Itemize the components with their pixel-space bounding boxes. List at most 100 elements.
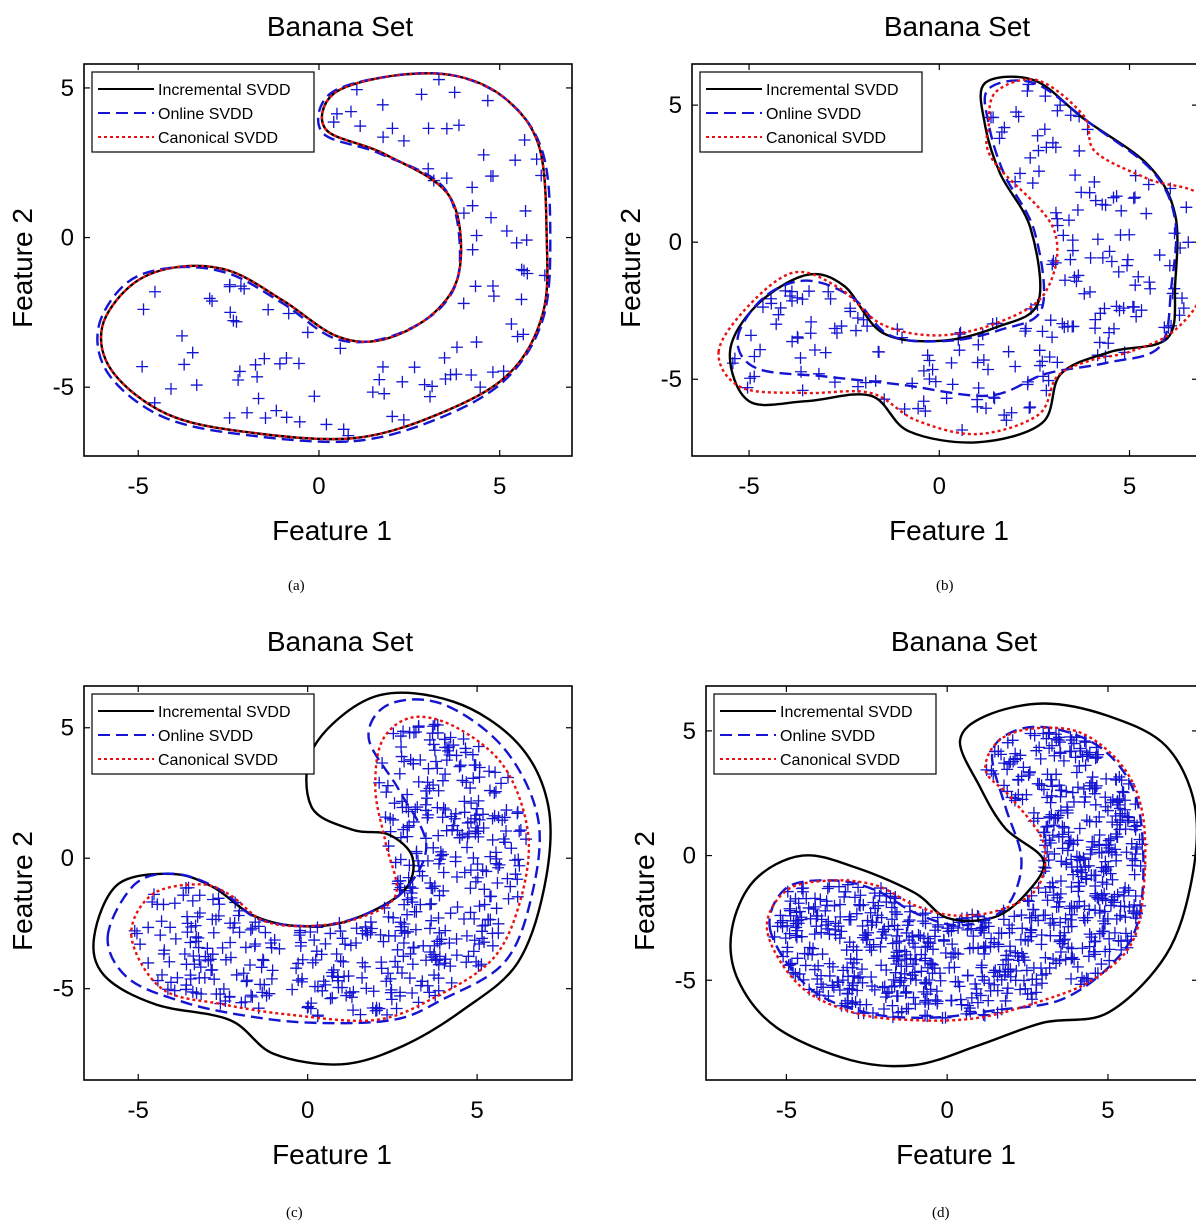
- data-point: [486, 812, 499, 825]
- data-point: [984, 940, 997, 953]
- data-point: [391, 961, 404, 974]
- data-point: [1089, 322, 1102, 335]
- data-point: [954, 993, 967, 1006]
- data-point: [439, 803, 452, 816]
- data-point: [1073, 144, 1086, 157]
- data-point: [1115, 204, 1128, 217]
- data-point: [444, 731, 457, 744]
- chart-panel-b: Banana Set Feature 1 Feature 2 -5 0 5 -5 0 5 Incr…: [598, 0, 1196, 615]
- data-point: [193, 907, 206, 920]
- data-point: [350, 922, 363, 935]
- data-point: [398, 898, 411, 911]
- data-point: [280, 411, 293, 424]
- data-point: [890, 958, 903, 971]
- data-point: [484, 913, 497, 926]
- data-point: [1096, 251, 1109, 264]
- data-point: [846, 961, 859, 974]
- data-point: [483, 765, 496, 778]
- data-point: [256, 953, 269, 966]
- data-point: [872, 345, 885, 358]
- data-point: [1067, 320, 1080, 333]
- data-point: [844, 952, 857, 965]
- data-point: [1112, 798, 1125, 811]
- data-point: [1021, 85, 1034, 98]
- data-point: [212, 892, 225, 905]
- data-point: [1043, 350, 1056, 363]
- data-point: [983, 977, 996, 990]
- data-point: [190, 379, 203, 392]
- data-point: [378, 387, 391, 400]
- data-point: [256, 986, 269, 999]
- data-point: [148, 285, 161, 298]
- x-axis-label: Feature 1: [889, 515, 1009, 546]
- data-point: [912, 929, 925, 942]
- data-point: [875, 932, 888, 945]
- data-point: [1044, 929, 1057, 942]
- data-point: [142, 921, 155, 934]
- data-point: [1129, 823, 1142, 836]
- data-point: [454, 759, 467, 772]
- data-point: [807, 903, 820, 916]
- chart-title: Banana Set: [884, 11, 1031, 42]
- data-point: [430, 954, 443, 967]
- data-point: [451, 824, 464, 837]
- data-point: [870, 916, 883, 929]
- data-point: [487, 169, 500, 182]
- legend-label: Incremental SVDD: [158, 82, 291, 99]
- data-point: [502, 892, 515, 905]
- data-point: [1014, 983, 1027, 996]
- data-point: [1129, 279, 1142, 292]
- data-point: [292, 957, 305, 970]
- data-point: [168, 897, 181, 910]
- data-point: [790, 921, 803, 934]
- data-point: [209, 913, 222, 926]
- data-point: [833, 932, 846, 945]
- data-point: [391, 943, 404, 956]
- data-point: [1182, 236, 1195, 249]
- data-point: [425, 882, 438, 895]
- data-point: [233, 926, 246, 939]
- data-point: [273, 942, 286, 955]
- boundary-dashed: [106, 698, 541, 1025]
- data-point: [880, 964, 893, 977]
- data-point: [259, 926, 272, 939]
- data-point: [425, 897, 438, 910]
- data-point: [980, 402, 993, 415]
- data-point: [917, 985, 930, 998]
- data-point: [1127, 301, 1140, 314]
- data-point: [398, 755, 411, 768]
- data-point: [909, 941, 922, 954]
- data-point: [1128, 191, 1141, 204]
- data-point: [418, 378, 431, 391]
- data-point: [1034, 752, 1047, 765]
- data-point: [1064, 913, 1077, 926]
- data-point: [1083, 815, 1096, 828]
- data-point: [449, 850, 462, 863]
- plot-area: [717, 75, 1196, 444]
- data-point: [387, 727, 400, 740]
- data-point: [834, 898, 847, 911]
- data-point: [1000, 949, 1013, 962]
- data-point: [380, 975, 393, 988]
- data-point: [1088, 782, 1101, 795]
- data-point: [446, 823, 459, 836]
- data-point: [427, 948, 440, 961]
- data-point: [155, 915, 168, 928]
- data-point: [924, 957, 937, 970]
- data-point: [466, 199, 479, 212]
- data-point: [216, 941, 229, 954]
- data-point: [327, 116, 340, 129]
- data-point: [379, 811, 392, 824]
- data-point: [850, 907, 863, 920]
- data-point: [1033, 741, 1046, 754]
- data-point: [1019, 322, 1032, 335]
- data-point: [377, 935, 390, 948]
- data-point: [1037, 370, 1050, 383]
- legend-box: [91, 71, 315, 153]
- data-point: [134, 938, 147, 951]
- data-point: [490, 852, 503, 865]
- data-point: [168, 984, 181, 997]
- data-point: [423, 922, 436, 935]
- data-point: [921, 1010, 934, 1023]
- data-point: [1001, 785, 1014, 798]
